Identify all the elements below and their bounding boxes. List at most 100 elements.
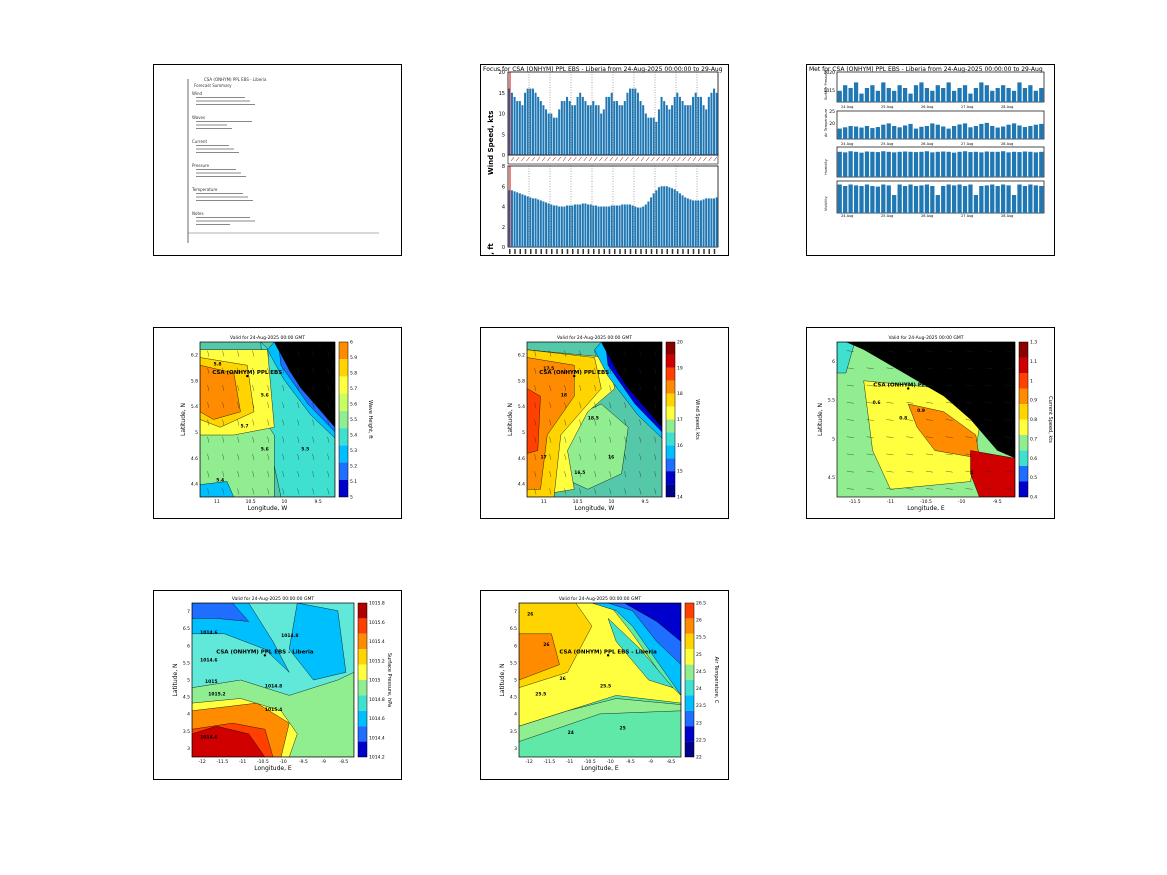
met-bar (892, 195, 897, 213)
vector-arrow (906, 436, 914, 438)
colorbar-tick: 5.2 (350, 464, 357, 470)
contour-label: 5.6 (261, 447, 269, 453)
contour-label: 0.9 (917, 408, 925, 414)
vector-arrow (207, 419, 210, 426)
wind-direction-arrow (713, 156, 718, 162)
colorbar-swatch (339, 428, 348, 446)
wave-bar (513, 191, 516, 247)
vector-arrow (846, 488, 854, 490)
vector-arrow (846, 402, 854, 404)
colorbar-frame (338, 341, 349, 498)
vector-arrow (594, 488, 597, 495)
colorbar-tick: 20 (677, 340, 683, 346)
wind-direction-arrow (687, 156, 692, 162)
colorbar-swatch (1019, 419, 1028, 435)
wind-bar (547, 113, 550, 155)
air-temperature-map: Valid for 24-Aug-2025 00:00:00 GMT CSA (O… (499, 596, 719, 772)
vector-arrow (534, 350, 537, 357)
colorbar-swatch (358, 741, 367, 757)
time-tick-label (677, 249, 679, 254)
map-xtick: -9.5 (299, 759, 308, 765)
met-bar (1006, 185, 1011, 213)
vector-arrow (564, 471, 567, 478)
colorbar-swatch (685, 695, 694, 711)
contour-band (200, 365, 241, 420)
contour-band (970, 450, 1015, 497)
met-bar (1033, 90, 1038, 102)
met-bar (859, 186, 864, 213)
time-tick-label (551, 249, 553, 254)
vector-arrow (925, 384, 934, 387)
vector-arrow (654, 402, 657, 409)
map-xtick: -10 (958, 499, 965, 505)
vector-arrow (312, 350, 315, 357)
wind-bar (681, 101, 684, 155)
met-bar (853, 185, 859, 213)
vector-arrow (945, 384, 953, 387)
vector-arrow (846, 453, 854, 456)
time-tick-label (561, 249, 563, 254)
time-tick-label (645, 249, 647, 254)
wave-ytick: 0 (502, 245, 505, 251)
wind-bar (636, 92, 639, 155)
report-text-row (196, 200, 253, 201)
map-xtick: -9 (321, 759, 326, 765)
vector-arrow (1005, 367, 1013, 370)
wind-bar (571, 105, 574, 155)
colorbar-tick: 22 (696, 755, 702, 761)
wind-bar (665, 105, 668, 155)
vector-arrow (222, 385, 225, 392)
wind-bar (605, 96, 608, 155)
contour-label: 26 (543, 642, 549, 648)
colorbar-frame (665, 341, 676, 498)
contour-label: 18.5 (588, 416, 599, 422)
wave-bar (576, 204, 579, 247)
met-bar (1039, 88, 1044, 102)
colorbar-tick: 1014.4 (369, 735, 385, 741)
met-chart: Met for CSA (ONHYM) PPL EBS - Liberia fr… (809, 66, 1045, 218)
vector-arrow (609, 402, 612, 409)
colorbar-tick: 5.4 (350, 433, 357, 439)
contour-label: 5.5 (301, 447, 309, 453)
vector-arrow (252, 402, 255, 409)
met-bar (843, 85, 848, 102)
vector-arrow (222, 436, 225, 443)
map-xtick: -12 (198, 759, 205, 765)
met-bar (951, 185, 957, 213)
map-xtick: 10 (609, 499, 615, 505)
contour-band (192, 603, 250, 622)
colorbar-swatch (1019, 388, 1028, 404)
met-bar (892, 126, 897, 139)
vector-arrow (297, 453, 300, 460)
vector-arrow (579, 367, 582, 374)
map-ytick: 4.5 (510, 695, 517, 701)
wind-direction-arrow (547, 156, 551, 162)
colorbar-swatch (685, 633, 694, 650)
vector-arrow (654, 471, 657, 478)
wind-bar (537, 96, 540, 155)
map-xtick: 10.5 (573, 499, 583, 505)
site-label: CSA (ONHYM) PPL EBS (539, 370, 609, 376)
wave-bar (678, 193, 681, 247)
colorbar-swatch (666, 432, 675, 446)
time-tick-label (545, 249, 548, 254)
colorbar-swatch (685, 680, 694, 696)
time-tick-label (671, 249, 674, 254)
wind-bar (615, 101, 618, 155)
colorbar-tick: 1.1 (1030, 359, 1037, 365)
met-bar (881, 124, 886, 139)
vector-arrow (965, 350, 973, 352)
report-line: CSA (ONHYM) PPL EBS - Liberia (204, 77, 267, 82)
map-xtick: -12 (525, 759, 532, 765)
map-xtick: -10.5 (920, 499, 932, 505)
vector-arrow (549, 419, 552, 426)
contour-label: 5.4 (216, 478, 224, 484)
wind-bar (686, 105, 689, 155)
time-tick-label (572, 249, 574, 254)
met-bar (1028, 184, 1033, 213)
wind-bar (581, 96, 584, 155)
met-bar (941, 151, 946, 177)
vector-arrow (594, 385, 597, 392)
time-tick-label (687, 249, 689, 254)
wind-bar (587, 105, 590, 155)
